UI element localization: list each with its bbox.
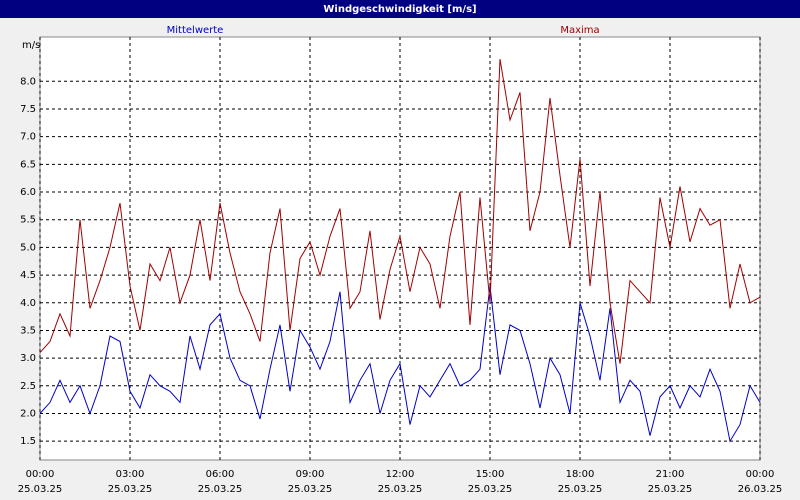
y-tick-label: 4.0 — [20, 298, 36, 309]
x-tick-date: 25.03.25 — [288, 484, 333, 495]
series-line — [39, 59, 761, 364]
x-tick-label: 12:00 — [386, 469, 415, 480]
y-tick-label: 6.0 — [20, 187, 36, 198]
x-tick-date: 25.03.25 — [378, 484, 423, 495]
legend-label: Maxima — [560, 25, 599, 36]
x-tick-date: 25.03.25 — [18, 484, 63, 495]
y-unit: m/s — [22, 40, 40, 51]
x-tick-label: 06:00 — [206, 469, 235, 480]
y-tick-label: 7.0 — [20, 132, 36, 143]
y-tick-label: 3.0 — [20, 353, 36, 364]
y-tick-label: 5.5 — [20, 215, 36, 226]
y-tick-label: 2.0 — [20, 408, 36, 419]
x-tick-label: 15:00 — [476, 469, 505, 480]
x-tick-date: 25.03.25 — [648, 484, 693, 495]
y-tick-label: 4.5 — [20, 270, 36, 281]
y-tick-label: 7.5 — [20, 104, 36, 115]
x-tick-date: 25.03.25 — [558, 484, 603, 495]
y-tick-label: 3.5 — [20, 325, 36, 336]
legend-label: Mittelwerte — [167, 25, 224, 36]
y-tick-label: 1.5 — [20, 436, 36, 447]
series-line — [39, 286, 761, 443]
chart-title: Windgeschwindigkeit [m/s] — [323, 4, 476, 15]
x-tick-label: 00:00 — [746, 469, 775, 480]
y-tick-label: 8.0 — [20, 76, 36, 87]
y-tick-label: 5.0 — [20, 242, 36, 253]
x-tick-date: 26.03.25 — [738, 484, 783, 495]
x-tick-label: 00:00 — [26, 469, 55, 480]
title-bar — [0, 0, 800, 18]
x-tick-label: 21:00 — [656, 469, 685, 480]
x-tick-label: 18:00 — [566, 469, 595, 480]
x-tick-date: 25.03.25 — [198, 484, 243, 495]
x-tick-label: 09:00 — [296, 469, 325, 480]
y-tick-label: 2.5 — [20, 381, 36, 392]
x-tick-date: 25.03.25 — [468, 484, 513, 495]
x-tick-label: 03:00 — [116, 469, 145, 480]
y-tick-label: 6.5 — [20, 159, 36, 170]
x-tick-date: 25.03.25 — [108, 484, 153, 495]
